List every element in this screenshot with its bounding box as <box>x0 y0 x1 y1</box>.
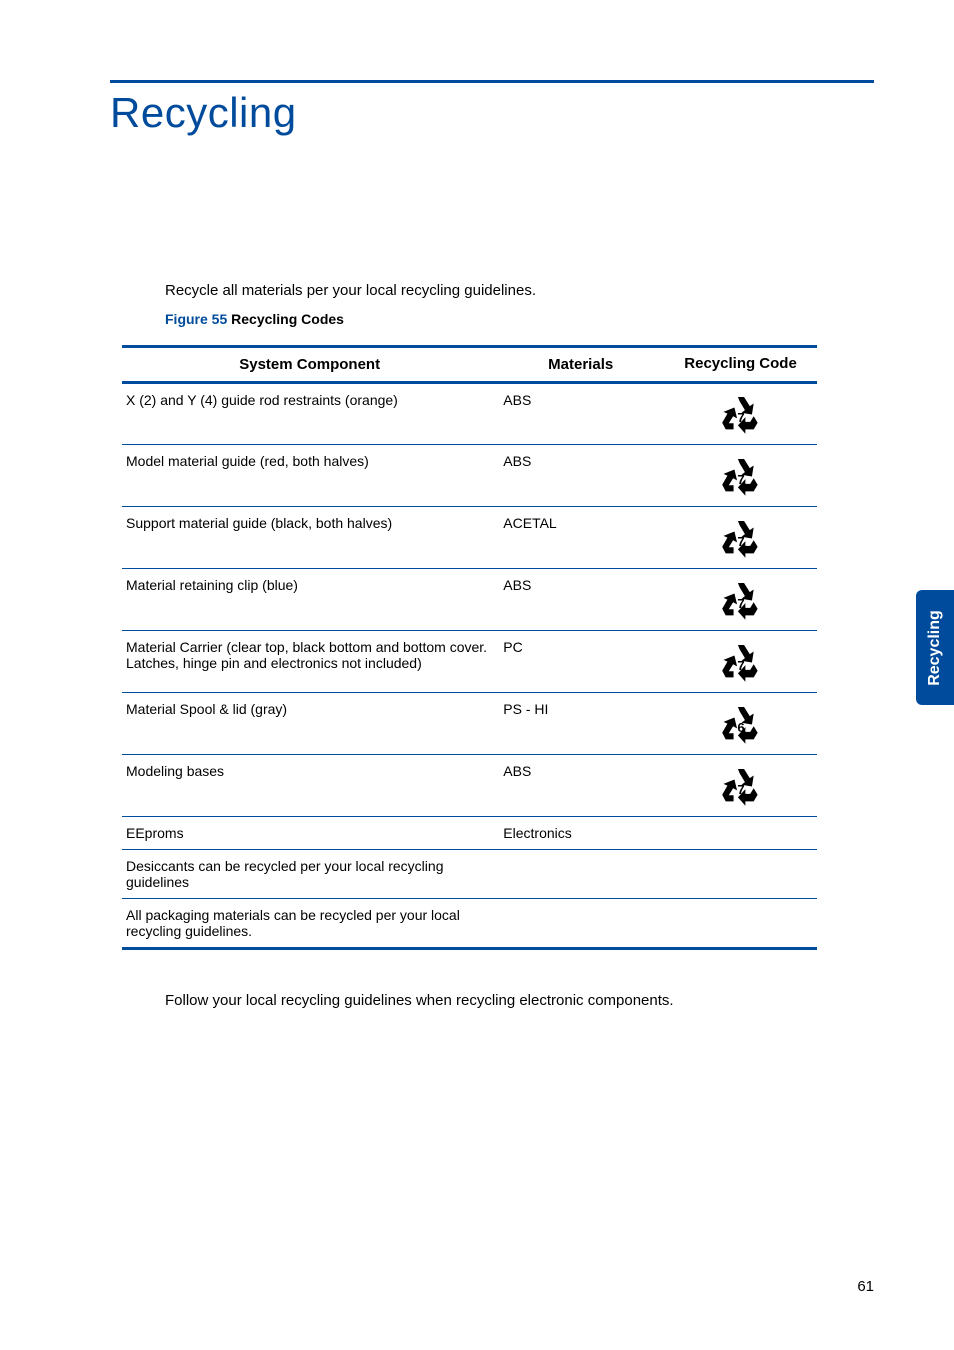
cell-component: Desiccants can be recycled per your loca… <box>122 850 497 899</box>
figure-number: Figure 55 <box>165 311 227 327</box>
col-header-materials: Materials <box>497 347 664 383</box>
cell-code: 7 <box>664 445 817 507</box>
figure-caption: Figure 55 Recycling Codes <box>165 311 874 327</box>
cell-code: 7 <box>664 631 817 693</box>
figure-name: Recycling Codes <box>227 311 344 327</box>
table-row: Support material guide (black, both halv… <box>122 507 817 569</box>
page-title: Recycling <box>110 89 874 137</box>
cell-materials: PC <box>497 631 664 693</box>
cell-code <box>664 817 817 850</box>
svg-text:7: 7 <box>737 657 744 672</box>
cell-code: 7 <box>664 569 817 631</box>
cell-code: 7 <box>664 383 817 445</box>
cell-materials: ABS <box>497 569 664 631</box>
cell-code: 7 <box>664 755 817 817</box>
cell-materials: Electronics <box>497 817 664 850</box>
cell-materials: ABS <box>497 445 664 507</box>
cell-component: Model material guide (red, both halves) <box>122 445 497 507</box>
svg-text:7: 7 <box>737 410 744 425</box>
table-row: Desiccants can be recycled per your loca… <box>122 850 817 899</box>
cell-materials: ACETAL <box>497 507 664 569</box>
recycle-code-icon: 7 <box>720 579 762 621</box>
cell-component: Modeling bases <box>122 755 497 817</box>
table-row: EEpromsElectronics <box>122 817 817 850</box>
cell-component: X (2) and Y (4) guide rod restraints (or… <box>122 383 497 445</box>
col-header-code: Recycling Code <box>664 347 817 383</box>
svg-text:7: 7 <box>737 781 744 796</box>
cell-materials: PS - HI <box>497 693 664 755</box>
table-row: Modeling basesABS 7 <box>122 755 817 817</box>
table-row: Material Spool & lid (gray)PS - HI 6 <box>122 693 817 755</box>
page-number: 61 <box>857 1278 874 1295</box>
recycle-code-icon: 6 <box>720 703 762 745</box>
recycle-code-icon: 7 <box>720 455 762 497</box>
cell-materials: ABS <box>497 755 664 817</box>
svg-text:7: 7 <box>737 595 744 610</box>
cell-materials: ABS <box>497 383 664 445</box>
recycling-codes-table: System Component Materials Recycling Cod… <box>122 345 817 950</box>
recycle-code-icon: 7 <box>720 641 762 683</box>
svg-text:7: 7 <box>737 533 744 548</box>
footnote-text: Follow your local recycling guidelines w… <box>165 992 874 1009</box>
cell-component: Material Spool & lid (gray) <box>122 693 497 755</box>
recycle-code-icon: 7 <box>720 517 762 559</box>
section-tab-label: Recycling <box>926 610 944 686</box>
svg-text:6: 6 <box>737 719 744 734</box>
cell-component: Material retaining clip (blue) <box>122 569 497 631</box>
cell-materials <box>497 899 664 949</box>
recycle-code-icon: 7 <box>720 765 762 807</box>
table-row: All packaging materials can be recycled … <box>122 899 817 949</box>
table-row: Model material guide (red, both halves)A… <box>122 445 817 507</box>
cell-code <box>664 899 817 949</box>
cell-code: 7 <box>664 507 817 569</box>
cell-component: EEproms <box>122 817 497 850</box>
cell-component: Support material guide (black, both halv… <box>122 507 497 569</box>
cell-component: All packaging materials can be recycled … <box>122 899 497 949</box>
cell-code: 6 <box>664 693 817 755</box>
table-row: X (2) and Y (4) guide rod restraints (or… <box>122 383 817 445</box>
intro-text: Recycle all materials per your local rec… <box>165 282 874 299</box>
section-tab: Recycling <box>916 590 954 705</box>
table-row: Material retaining clip (blue)ABS 7 <box>122 569 817 631</box>
cell-component: Material Carrier (clear top, black botto… <box>122 631 497 693</box>
svg-text:7: 7 <box>737 471 744 486</box>
table-row: Material Carrier (clear top, black botto… <box>122 631 817 693</box>
recycle-code-icon: 7 <box>720 393 762 435</box>
cell-materials <box>497 850 664 899</box>
col-header-component: System Component <box>122 347 497 383</box>
cell-code <box>664 850 817 899</box>
